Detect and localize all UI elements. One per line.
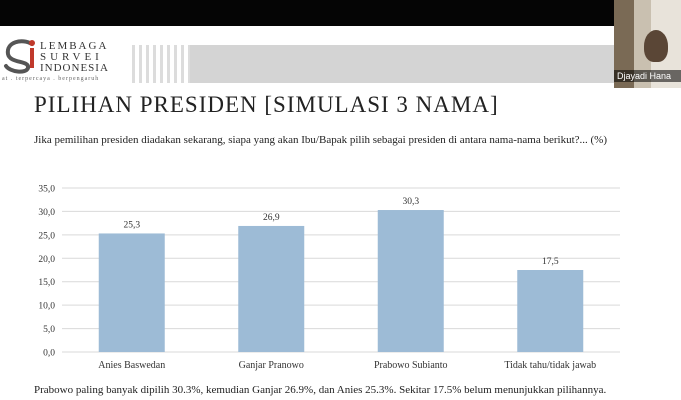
x-category-label: Tidak tahu/tidak jawab: [504, 360, 596, 371]
y-tick-label: 35,0: [38, 185, 55, 195]
header-band: [190, 45, 620, 83]
bar: [377, 210, 444, 352]
bar-chart: 0,0 5,0 10,0 15,0 20,0 25,0 30,0 35,0 25,3 Anies …: [38, 185, 620, 371]
logo-text-line1: LEMBAGA: [40, 40, 109, 52]
logo-text-line3: INDONESIA: [40, 62, 109, 74]
bar-value-label: 26,9: [263, 213, 280, 223]
slide-footnote: Prabowo paling banyak dipilih 30.3%, kem…: [34, 384, 607, 396]
logo-text-line2: SURVEI: [40, 51, 103, 63]
survey-question: Jika pemilihan presiden diadakan sekaran…: [34, 134, 608, 146]
y-tick-label: 0,0: [43, 349, 55, 359]
bar-value-label: 30,3: [402, 197, 419, 207]
y-tick-label: 15,0: [38, 278, 55, 288]
top-black-bar: [0, 0, 681, 26]
y-tick-label: 20,0: [38, 255, 55, 265]
participant-name-label: Djayadi Hana: [614, 70, 681, 82]
participant-avatar: [644, 30, 668, 62]
bar-value-label: 17,5: [542, 257, 559, 267]
bar-value-label: 25,3: [123, 220, 140, 230]
x-category-label: Ganjar Pranowo: [239, 360, 304, 371]
lsi-logo-icon: [4, 39, 35, 74]
participant-video-tile[interactable]: Djayadi Hana: [614, 0, 681, 88]
slide-title: PILIHAN PRESIDEN [SIMULASI 3 NAMA]: [34, 92, 499, 117]
bar: [98, 233, 165, 352]
y-tick-label: 10,0: [38, 302, 55, 312]
x-category-label: Prabowo Subianto: [374, 360, 448, 371]
x-category-label: Anies Baswedan: [98, 360, 165, 371]
bar: [517, 270, 584, 352]
y-tick-label: 5,0: [43, 325, 55, 335]
logo-tagline: at . terpercaya . berpengaruh: [2, 76, 100, 82]
y-tick-label: 25,0: [38, 231, 55, 241]
header-stripes: [132, 45, 192, 83]
y-tick-label: 30,0: [38, 208, 55, 218]
bar: [238, 225, 305, 352]
